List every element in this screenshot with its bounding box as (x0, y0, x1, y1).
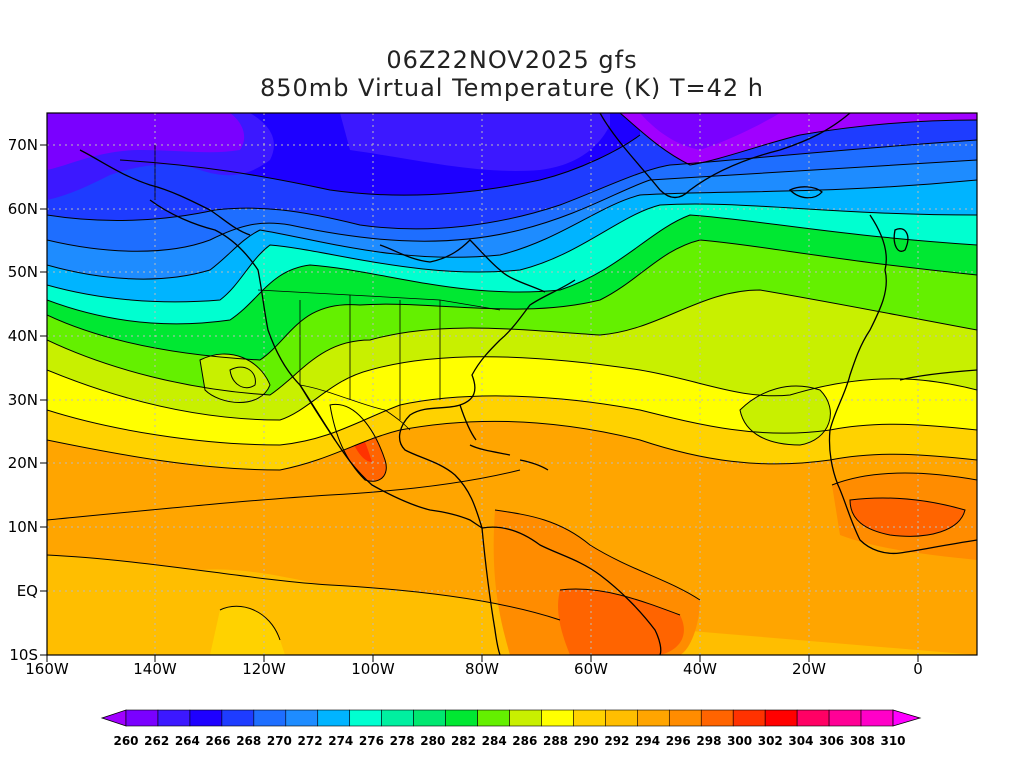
colorbar-arrow-low (100, 709, 127, 727)
colorbar-swatch (605, 709, 638, 727)
colorbar-label: 302 (758, 734, 783, 748)
colorbar-swatch (860, 709, 894, 727)
colorbar-label: 284 (482, 734, 507, 748)
colorbar-swatch (573, 709, 606, 727)
colorbar-swatch (796, 709, 830, 727)
lon-label-140w: 140W (133, 660, 177, 678)
colorbar-label: 280 (420, 734, 445, 748)
colorbar-label: 276 (359, 734, 384, 748)
colorbar-swatch (700, 709, 734, 727)
colorbar-swatch (413, 709, 446, 727)
colorbar-swatch (477, 709, 510, 727)
colorbar-swatch (349, 709, 382, 727)
colorbar-label: 286 (512, 734, 537, 748)
colorbar-label: 282 (451, 734, 476, 748)
colorbar-label: 310 (880, 734, 905, 748)
lat-label-10s: 10S (9, 646, 38, 664)
colorbar-label: 296 (666, 734, 691, 748)
lat-label-70n: 70N (8, 136, 38, 154)
colorbar-swatch (221, 709, 255, 727)
lon-label-80w: 80W (465, 660, 499, 678)
colorbar-label: 306 (819, 734, 844, 748)
colorbar-swatch (157, 709, 191, 727)
colorbar-swatch (541, 709, 574, 727)
colorbar-swatch (285, 709, 319, 727)
colorbar-label: 290 (574, 734, 599, 748)
latitude-axis: 70N 60N 50N 40N 30N 20N 10N EQ 10S (8, 136, 47, 664)
colorbar-swatch (189, 709, 223, 727)
map-title: 06Z22NOV2025 gfs (386, 46, 638, 74)
map-frame (46, 112, 978, 656)
colorbar-label: 304 (788, 734, 813, 748)
colorbar-label: 278 (390, 734, 415, 748)
lon-label-100w: 100W (351, 660, 395, 678)
colorbar-label: 266 (206, 734, 231, 748)
colorbar-label: 288 (543, 734, 568, 748)
lat-label-eq: EQ (17, 582, 38, 600)
lat-label-30n: 30N (8, 391, 38, 409)
lon-label-40w: 40W (683, 660, 717, 678)
colorbar-label: 308 (850, 734, 875, 748)
colorbar-label: 262 (144, 734, 169, 748)
lat-label-10n: 10N (8, 518, 38, 536)
lon-label-20w: 20W (792, 660, 826, 678)
colorbar-swatch (509, 709, 542, 727)
colorbar-swatch (732, 709, 766, 727)
colorbar-swatch (445, 709, 478, 727)
map-subtitle: 850mb Virtual Temperature (K) T=42 h (260, 74, 764, 102)
colorbar-label: 264 (175, 734, 200, 748)
temperature-field (47, 113, 977, 655)
colorbar-label: 298 (696, 734, 721, 748)
colorbar-swatch (668, 709, 702, 727)
lat-label-60n: 60N (8, 200, 38, 218)
boundaries (154, 145, 501, 431)
colorbar-label: 270 (267, 734, 292, 748)
colorbar-label: 274 (328, 734, 353, 748)
lon-label-0: 0 (913, 660, 923, 678)
colorbar-swatch (637, 709, 670, 727)
lon-label-60w: 60W (574, 660, 608, 678)
colorbar-label: 268 (236, 734, 261, 748)
lon-label-120w: 120W (242, 660, 286, 678)
colorbar-swatch (381, 709, 414, 727)
contour-lines (47, 113, 977, 641)
lat-label-20n: 20N (8, 454, 38, 472)
colorbar-label: 300 (727, 734, 752, 748)
colorbar-label: 294 (635, 734, 660, 748)
colorbar-swatch (317, 709, 351, 727)
colorbar-arrow-high (892, 709, 922, 727)
colorbar-swatch (828, 709, 862, 727)
colorbar-swatch (253, 709, 287, 727)
colorbar-label: 272 (298, 734, 323, 748)
lat-label-40n: 40N (8, 327, 38, 345)
colorbar: 260 262 264 266 268 270 272 274 276 278 280 282 284 2… (100, 709, 922, 748)
lat-label-50n: 50N (8, 263, 38, 281)
colorbar-label: 292 (604, 734, 629, 748)
longitude-axis: 160W 140W 120W 100W 80W 60W 40W 20W 0 (25, 655, 923, 678)
colorbar-swatch (764, 709, 798, 727)
colorbar-swatch (125, 709, 159, 727)
lon-label-160w: 160W (25, 660, 69, 678)
colorbar-label: 260 (113, 734, 138, 748)
